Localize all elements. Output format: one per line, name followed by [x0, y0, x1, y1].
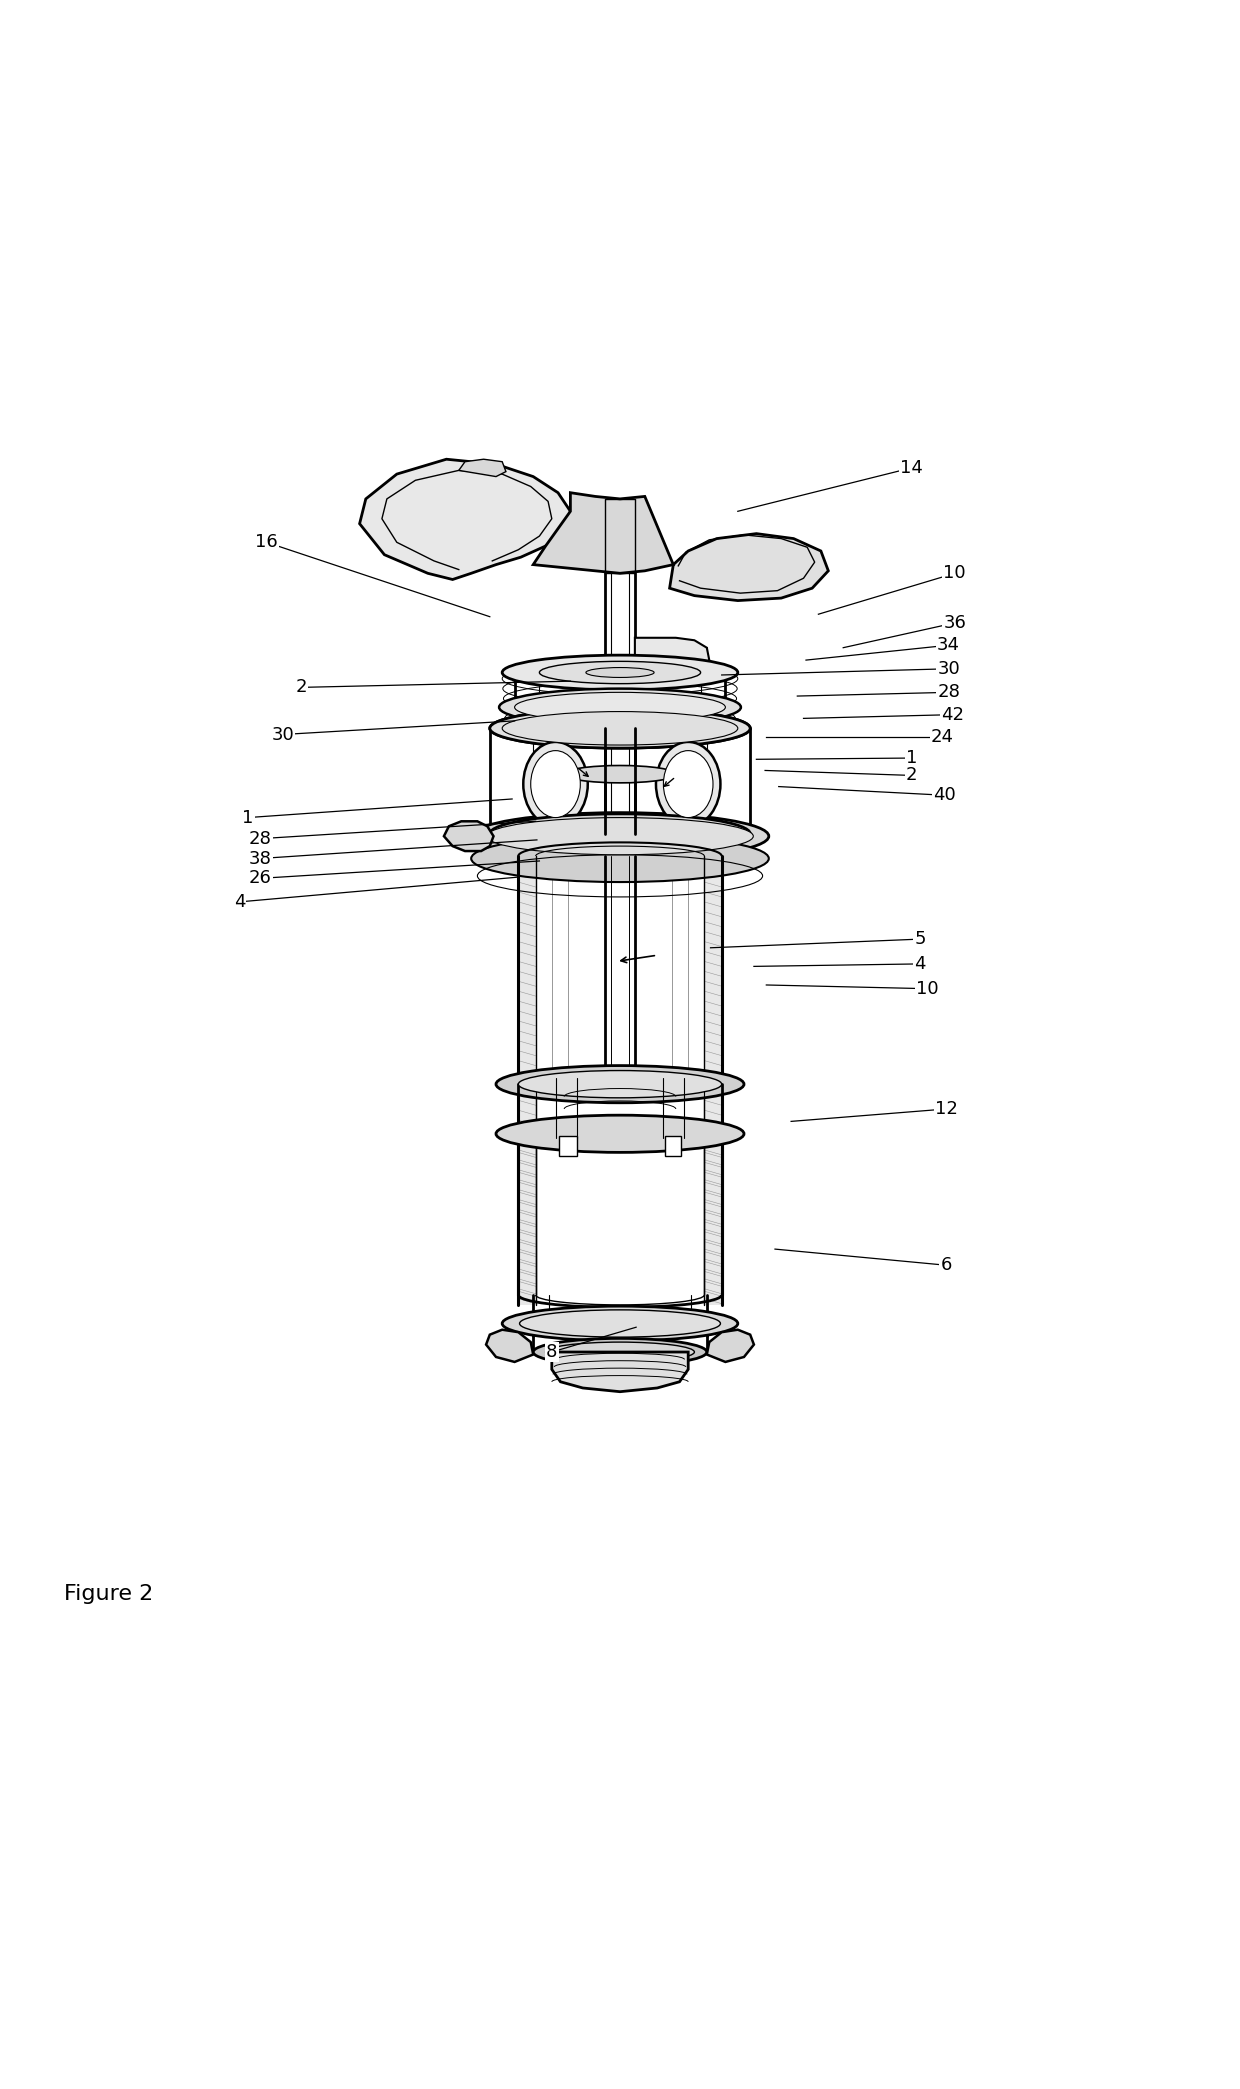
Text: 26: 26 — [249, 869, 272, 888]
Polygon shape — [559, 1136, 577, 1155]
Ellipse shape — [496, 1065, 744, 1103]
Ellipse shape — [518, 1070, 722, 1099]
Text: 30: 30 — [937, 660, 960, 677]
Text: 1: 1 — [242, 808, 254, 827]
Text: 2: 2 — [295, 679, 308, 696]
Ellipse shape — [490, 708, 750, 748]
Text: 10: 10 — [916, 980, 939, 999]
Text: 28: 28 — [249, 829, 272, 848]
Ellipse shape — [546, 1341, 694, 1362]
Text: 16: 16 — [255, 533, 278, 551]
Ellipse shape — [663, 750, 713, 817]
Text: 5: 5 — [914, 930, 926, 948]
Text: 42: 42 — [941, 706, 963, 723]
Ellipse shape — [471, 813, 769, 861]
Polygon shape — [670, 533, 828, 600]
Text: 6: 6 — [940, 1255, 952, 1274]
Ellipse shape — [490, 708, 750, 748]
Polygon shape — [665, 1136, 681, 1155]
Ellipse shape — [502, 656, 738, 689]
Ellipse shape — [520, 1310, 720, 1337]
Text: 4: 4 — [233, 892, 246, 911]
Text: 40: 40 — [934, 785, 956, 804]
Ellipse shape — [564, 765, 676, 783]
Polygon shape — [707, 1331, 754, 1362]
Polygon shape — [486, 1331, 533, 1362]
Polygon shape — [635, 637, 709, 673]
Ellipse shape — [486, 817, 754, 854]
Text: 4: 4 — [914, 955, 926, 973]
Text: 24: 24 — [931, 727, 954, 746]
Ellipse shape — [490, 815, 750, 854]
Text: 28: 28 — [937, 683, 960, 702]
Text: 38: 38 — [249, 850, 272, 867]
Ellipse shape — [502, 1306, 738, 1341]
Ellipse shape — [471, 836, 769, 882]
Polygon shape — [444, 821, 494, 850]
Ellipse shape — [539, 662, 701, 683]
Text: 14: 14 — [900, 460, 923, 476]
Text: 30: 30 — [272, 725, 294, 744]
Ellipse shape — [531, 750, 580, 817]
Text: 1: 1 — [905, 750, 918, 767]
Ellipse shape — [533, 1339, 707, 1366]
Text: 8: 8 — [546, 1343, 558, 1362]
Ellipse shape — [656, 742, 720, 827]
Ellipse shape — [515, 691, 725, 723]
Text: 12: 12 — [935, 1101, 957, 1118]
Text: 2: 2 — [905, 767, 918, 785]
Ellipse shape — [502, 712, 738, 746]
Polygon shape — [360, 460, 570, 579]
Text: 10: 10 — [944, 564, 966, 583]
Text: 36: 36 — [944, 614, 966, 631]
Ellipse shape — [585, 668, 655, 677]
Polygon shape — [459, 460, 506, 476]
Polygon shape — [552, 1352, 688, 1391]
Ellipse shape — [498, 689, 742, 725]
Polygon shape — [518, 856, 536, 1306]
Ellipse shape — [496, 1116, 744, 1153]
Polygon shape — [533, 493, 673, 572]
Text: 34: 34 — [937, 637, 960, 654]
Polygon shape — [704, 856, 722, 1306]
Ellipse shape — [523, 742, 588, 827]
Text: Figure 2: Figure 2 — [64, 1583, 154, 1604]
